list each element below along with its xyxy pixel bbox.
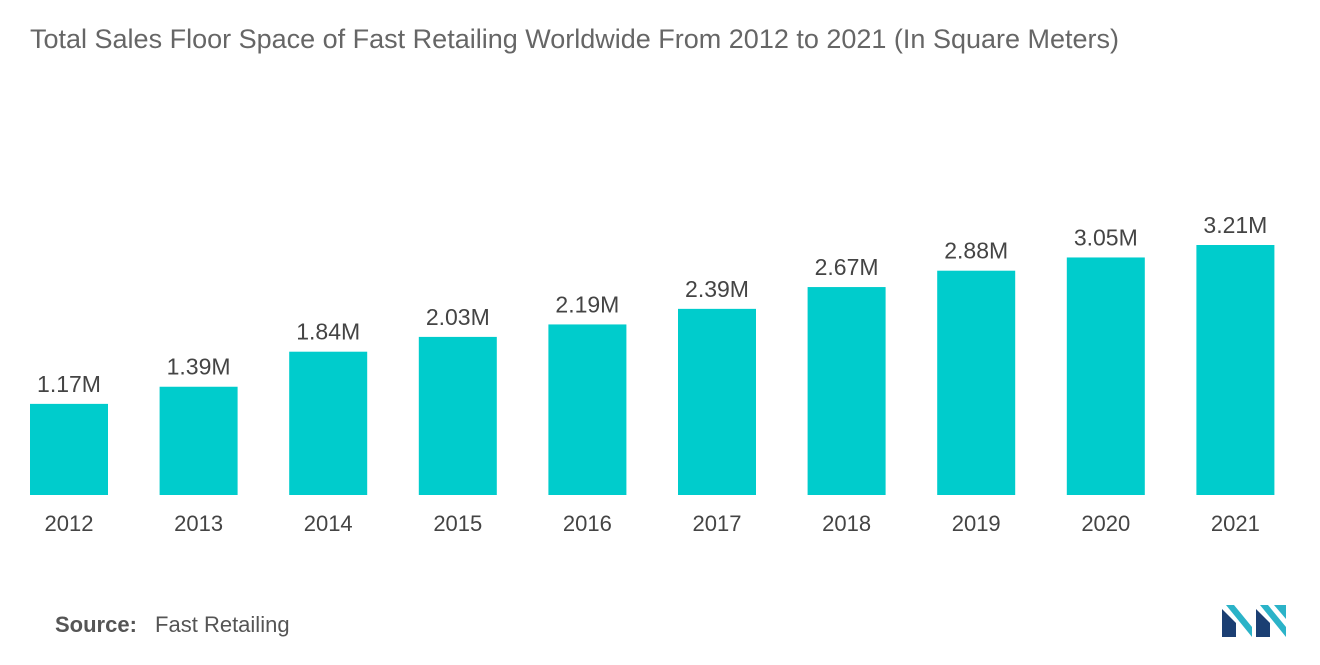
data-label-2013: 1.39M: [167, 354, 231, 380]
x-tick-label-2021: 2021: [1211, 511, 1260, 536]
bar-2021: [1196, 245, 1275, 495]
x-tick-label-2015: 2015: [433, 511, 482, 536]
x-tick-label-2019: 2019: [952, 511, 1001, 536]
data-label-2018: 2.67M: [815, 254, 879, 280]
x-tick-label-2020: 2020: [1081, 511, 1130, 536]
x-tick-label-2014: 2014: [304, 511, 353, 536]
chart-title: Total Sales Floor Space of Fast Retailin…: [30, 24, 1120, 54]
data-label-2020: 3.05M: [1074, 224, 1138, 250]
mordor-intelligence-logo-icon: [1222, 605, 1286, 637]
x-tick-label-2016: 2016: [563, 511, 612, 536]
data-label-2021: 3.21M: [1203, 212, 1267, 238]
source-value: Fast Retailing: [155, 612, 290, 637]
source-label: Source:: [55, 612, 137, 637]
x-tick-label-2017: 2017: [693, 511, 742, 536]
data-label-2019: 2.88M: [944, 238, 1008, 264]
bar-chart: 1.17M 2012 1.39M 2013 1.84M 2014 2.03M 2015 2.19…: [30, 212, 1275, 536]
data-label-2015: 2.03M: [426, 304, 490, 330]
bar-2016: [548, 324, 627, 495]
bar-2019: [937, 270, 1016, 495]
data-label-2014: 1.84M: [296, 319, 360, 345]
data-label-2012: 1.17M: [37, 371, 101, 397]
bar-2018: [807, 287, 886, 495]
bar-2014: [289, 351, 368, 495]
bar-2012: [30, 403, 108, 495]
bar-2015: [418, 336, 497, 495]
x-tick-label-2012: 2012: [45, 511, 94, 536]
x-tick-label-2013: 2013: [174, 511, 223, 536]
data-label-2017: 2.39M: [685, 276, 749, 302]
bar-2017: [678, 308, 756, 495]
x-tick-label-2018: 2018: [822, 511, 871, 536]
data-label-2016: 2.19M: [555, 291, 619, 317]
source-note: Source: Fast Retailing: [55, 612, 290, 638]
bar-2013: [159, 386, 238, 495]
bar-2020: [1066, 257, 1145, 495]
